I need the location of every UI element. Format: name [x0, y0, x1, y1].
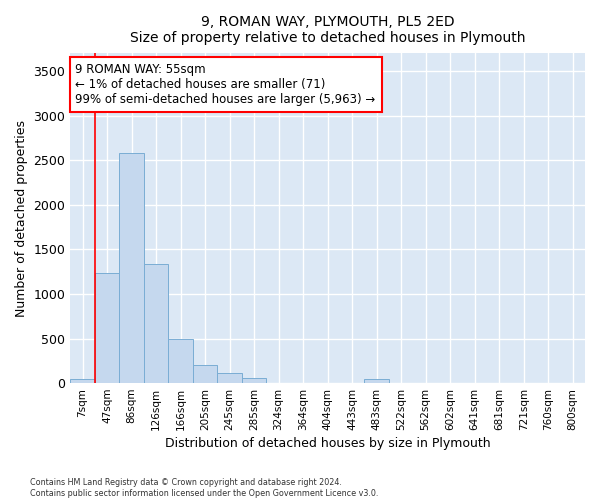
- X-axis label: Distribution of detached houses by size in Plymouth: Distribution of detached houses by size …: [165, 437, 490, 450]
- Bar: [193, 365, 217, 383]
- Bar: [169, 338, 193, 383]
- Bar: [217, 374, 242, 383]
- Title: 9, ROMAN WAY, PLYMOUTH, PL5 2ED
Size of property relative to detached houses in : 9, ROMAN WAY, PLYMOUTH, PL5 2ED Size of …: [130, 15, 526, 45]
- Bar: [364, 378, 389, 383]
- Y-axis label: Number of detached properties: Number of detached properties: [15, 120, 28, 316]
- Bar: [119, 153, 144, 383]
- Text: Contains HM Land Registry data © Crown copyright and database right 2024.
Contai: Contains HM Land Registry data © Crown c…: [30, 478, 379, 498]
- Bar: [95, 272, 119, 383]
- Bar: [144, 264, 169, 383]
- Bar: [242, 378, 266, 383]
- Bar: [70, 378, 95, 383]
- Text: 9 ROMAN WAY: 55sqm
← 1% of detached houses are smaller (71)
99% of semi-detached: 9 ROMAN WAY: 55sqm ← 1% of detached hous…: [76, 63, 376, 106]
